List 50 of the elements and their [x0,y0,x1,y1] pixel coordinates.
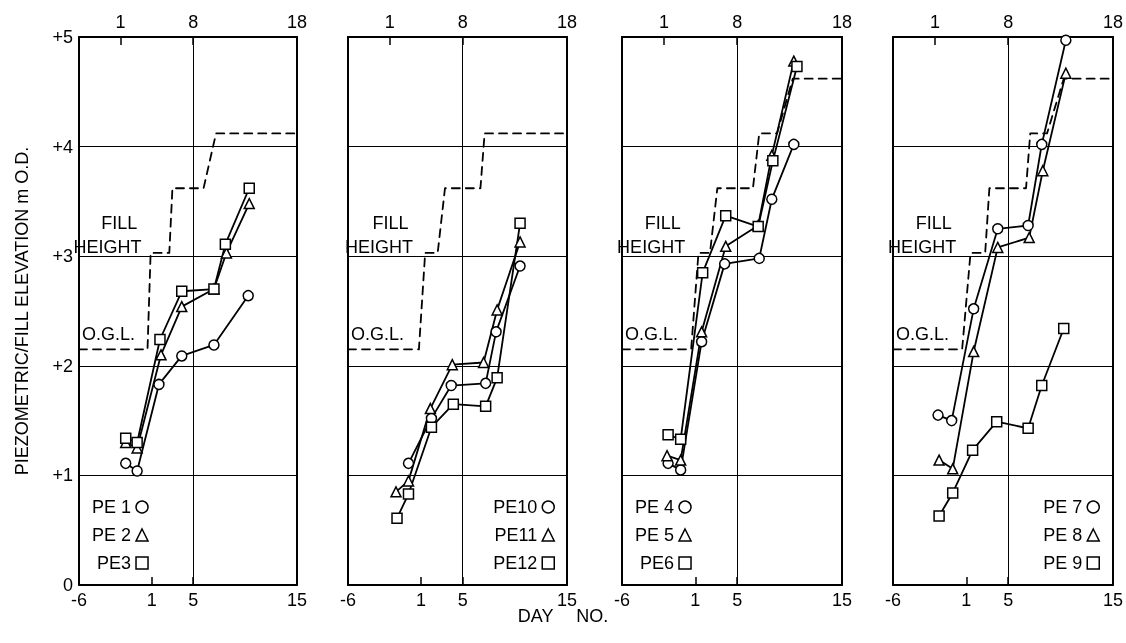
x2-tick-label: 8 [732,12,743,32]
x2-tick-label: 18 [556,12,577,32]
x-tick-label: -6 [339,590,357,610]
y-tick-label: +1 [52,465,73,486]
y-tick-label: +4 [52,136,73,157]
x-tick-label: 5 [457,590,468,610]
y-tick-label: 0 [62,575,73,595]
x-tick-label: 1 [961,590,972,610]
y-axis-title: PIEZOMETRIC/FILL ELEVATION m O.D. [12,146,32,476]
x2-tick-label: 18 [286,12,307,32]
x2-tick-label: 18 [831,12,852,32]
legend-label: PE10 [493,497,538,517]
x-tick-label: 1 [690,590,701,610]
x2-tick-label: 8 [1003,12,1014,32]
y-tick-label: +3 [52,246,73,267]
x-tick-label: -6 [613,590,631,610]
x-tick-label: 5 [188,590,199,610]
legend-label: PE 4 [634,497,675,517]
legend-label: PE3 [96,553,132,573]
x2-tick-label: 8 [188,12,199,32]
legend-label: PE11 [494,525,538,545]
legend-label: PE 1 [91,497,132,517]
x-tick-label: 1 [146,590,157,610]
x-tick-label: 15 [1102,590,1123,610]
x-tick-label: 5 [732,590,743,610]
x-tick-label: -6 [884,590,902,610]
x-tick-label: -6 [70,590,88,610]
legend-label: PE 2 [91,525,132,545]
legend-label: PE12 [493,553,538,573]
y-tick-label: +2 [52,355,73,376]
annotation: O.G.L. [625,324,679,345]
x-tick-label: 15 [831,590,852,610]
x2-tick-label: 1 [658,12,669,32]
x-tick-label: 5 [1003,590,1014,610]
legend-label: PE6 [639,553,675,573]
annotation: O.G.L. [896,324,950,345]
x-tick-label: 1 [415,590,426,610]
legend-label: PE 9 [1043,553,1083,573]
x2-tick-label: 1 [384,12,395,32]
x2-tick-label: 1 [929,12,940,32]
x-tick-label: 15 [286,590,307,610]
x2-tick-label: 18 [1102,12,1123,32]
y-tick-label: +5 [52,27,73,47]
legend-label: PE 8 [1043,525,1083,545]
annotation: O.G.L. [351,324,405,345]
legend-label: PE 5 [634,525,675,545]
x2-tick-label: 1 [115,12,126,32]
annotation: O.G.L. [82,324,136,345]
legend-label: PE 7 [1043,497,1083,517]
x2-tick-label: 8 [457,12,468,32]
